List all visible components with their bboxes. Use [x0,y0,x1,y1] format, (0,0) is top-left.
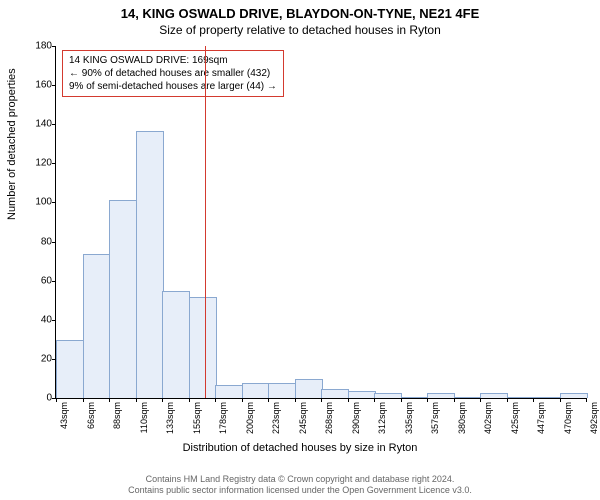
y-tick-mark [52,320,56,321]
plot-area: 14 KING OSWALD DRIVE: 169sqm ← 90% of de… [55,46,586,399]
x-tick-mark [268,398,269,402]
x-tick-label: 470sqm [563,402,573,434]
y-tick-mark [52,46,56,47]
histogram-bar [348,391,376,398]
histogram-bar [560,393,588,398]
x-tick-label: 155sqm [192,402,202,434]
x-tick-mark [162,398,163,402]
y-tick-mark [52,163,56,164]
annotation-line-3: 9% of semi-detached houses are larger (4… [69,80,277,93]
x-tick-label: 290sqm [351,402,361,434]
x-tick-label: 402sqm [483,402,493,434]
y-tick-label: 120 [22,158,56,169]
x-tick-mark [401,398,402,402]
y-tick-label: 60 [22,275,56,286]
y-tick-label: 100 [22,197,56,208]
reference-line [205,46,206,398]
histogram-bar [109,200,137,399]
histogram-bar [454,397,482,398]
x-tick-label: 425sqm [510,402,520,434]
histogram-bar [136,131,164,398]
y-tick-label: 140 [22,119,56,130]
annotation-box: 14 KING OSWALD DRIVE: 169sqm ← 90% of de… [62,50,284,97]
x-tick-mark [454,398,455,402]
x-tick-label: 133sqm [165,402,175,434]
y-tick-label: 160 [22,80,56,91]
x-tick-mark [480,398,481,402]
x-tick-mark [242,398,243,402]
x-tick-mark [427,398,428,402]
x-tick-label: 88sqm [112,402,122,429]
x-tick-mark [215,398,216,402]
y-tick-label: 0 [22,393,56,404]
histogram-bar [321,389,349,398]
histogram-bar [374,393,402,398]
x-tick-mark [533,398,534,402]
x-tick-label: 66sqm [86,402,96,429]
x-tick-label: 178sqm [218,402,228,434]
x-tick-mark [136,398,137,402]
histogram-bar [56,340,84,398]
chart-container: 14, KING OSWALD DRIVE, BLAYDON-ON-TYNE, … [0,0,600,500]
y-tick-label: 20 [22,353,56,364]
chart-footer: Contains HM Land Registry data © Crown c… [0,474,600,496]
x-tick-label: 380sqm [457,402,467,434]
x-tick-label: 312sqm [377,402,387,434]
x-tick-mark [109,398,110,402]
x-tick-mark [189,398,190,402]
x-tick-label: 43sqm [59,402,69,429]
x-tick-label: 223sqm [271,402,281,434]
y-tick-mark [52,85,56,86]
x-tick-label: 492sqm [589,402,599,434]
x-tick-label: 110sqm [139,402,149,433]
histogram-bar [242,383,270,398]
chart-title: 14, KING OSWALD DRIVE, BLAYDON-ON-TYNE, … [0,0,600,21]
x-axis-label: Distribution of detached houses by size … [0,442,600,454]
x-tick-label: 200sqm [245,402,255,434]
x-tick-label: 335sqm [404,402,414,434]
chart-subtitle: Size of property relative to detached ho… [0,21,600,37]
y-tick-mark [52,202,56,203]
x-tick-label: 245sqm [298,402,308,434]
y-tick-label: 40 [22,314,56,325]
y-axis-label: Number of detached properties [6,68,18,220]
x-tick-mark [56,398,57,402]
histogram-bar [189,297,217,398]
histogram-bar [268,383,296,398]
x-tick-label: 447sqm [536,402,546,434]
annotation-line-1: 14 KING OSWALD DRIVE: 169sqm [69,54,277,67]
x-tick-mark [507,398,508,402]
histogram-bar [83,254,111,398]
x-tick-mark [348,398,349,402]
footer-line-1: Contains HM Land Registry data © Crown c… [0,474,600,485]
y-tick-mark [52,242,56,243]
histogram-bar [401,397,429,398]
x-tick-mark [321,398,322,402]
x-tick-label: 268sqm [324,402,334,434]
x-tick-label: 357sqm [430,402,440,434]
histogram-bar [295,379,323,398]
histogram-bar [427,393,455,398]
y-tick-mark [52,124,56,125]
y-tick-mark [52,281,56,282]
x-tick-mark [374,398,375,402]
histogram-bar [507,397,535,398]
annotation-line-2: ← 90% of detached houses are smaller (43… [69,67,277,80]
x-tick-mark [560,398,561,402]
histogram-bar [533,397,561,398]
x-tick-mark [83,398,84,402]
y-tick-label: 180 [22,41,56,52]
y-tick-label: 80 [22,236,56,247]
footer-line-2: Contains public sector information licen… [0,485,600,496]
histogram-bar [480,393,508,398]
x-tick-mark [586,398,587,402]
histogram-bar [162,291,190,398]
x-tick-mark [295,398,296,402]
histogram-bar [215,385,243,398]
